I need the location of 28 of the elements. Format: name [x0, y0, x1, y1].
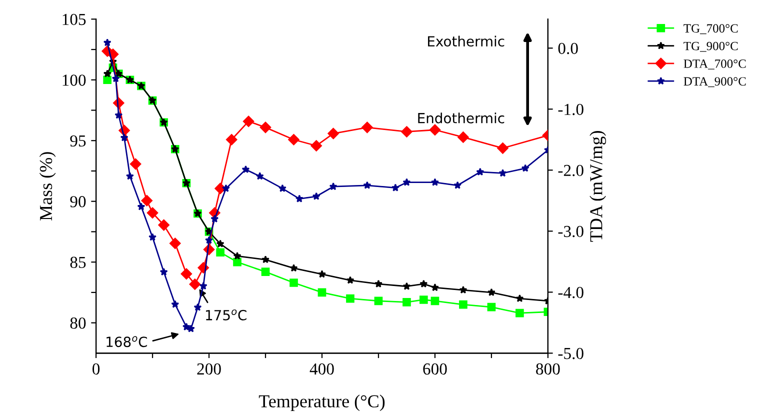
- legend-label: TG_700°C: [684, 24, 738, 34]
- y-tick-label: 105: [62, 14, 86, 26]
- annotation: 168$^{o}$C: [106, 336, 147, 348]
- x-tick-label: 200: [197, 363, 221, 375]
- y-tick-label: 90: [70, 196, 86, 208]
- x-tick-label: 0: [92, 363, 100, 375]
- y2-tick-label: -4.0: [558, 286, 584, 298]
- y2-axis-title: TDA (mW/mg): [590, 131, 606, 242]
- x-tick-label: 800: [536, 363, 560, 375]
- legend-label: DTA_900°C: [684, 77, 746, 88]
- annotation: 175$^{o}$C: [206, 309, 246, 320]
- x-tick-label: 600: [423, 363, 447, 375]
- y-tick-label: 95: [70, 135, 86, 147]
- x-axis-title: Temperature (°C): [258, 394, 385, 412]
- y-tick-label: 85: [70, 256, 86, 268]
- annotation: Exothermic: [428, 36, 504, 47]
- y-axis-title: Mass (%): [39, 152, 56, 220]
- y-tick-label: 80: [70, 318, 86, 329]
- legend-label: DTA_700°C: [684, 59, 746, 70]
- y2-tick-label: 0.0: [558, 42, 578, 54]
- x-tick-label: 400: [310, 363, 334, 375]
- y2-tick-label: -5.0: [558, 348, 584, 360]
- annotation: Endothermic: [418, 112, 504, 124]
- legend-label: TG_900°C: [684, 42, 738, 52]
- y2-tick-label: -1.0: [558, 104, 584, 116]
- y-tick-label: 100: [62, 74, 86, 86]
- y2-tick-label: -2.0: [558, 164, 584, 176]
- y2-tick-label: -3.0: [558, 226, 584, 238]
